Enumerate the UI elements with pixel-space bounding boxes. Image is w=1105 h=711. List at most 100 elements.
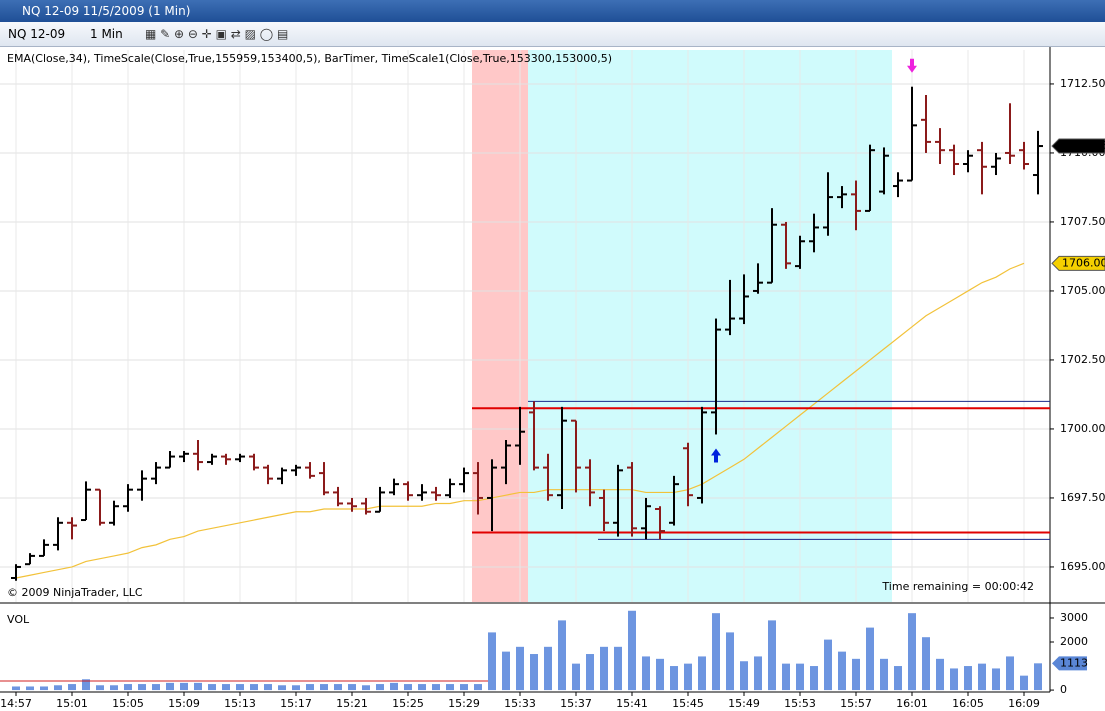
volume-bar — [236, 684, 244, 691]
volume-bar — [950, 668, 958, 691]
price-bar — [291, 464, 301, 476]
price-bar — [165, 451, 175, 469]
volume-bar — [404, 684, 412, 691]
volume-bar — [628, 610, 636, 691]
price-bar — [11, 564, 21, 581]
x-tick-label: 15:05 — [112, 697, 144, 710]
price-bar — [151, 462, 161, 485]
price-bar — [781, 221, 791, 269]
volume-tag — [1052, 656, 1087, 671]
price-bar — [991, 152, 1001, 176]
price-bar — [333, 486, 343, 507]
price-bar — [949, 144, 959, 176]
copyright: © 2009 NinjaTrader, LLC — [7, 586, 143, 599]
x-tick-label: 15:01 — [56, 697, 88, 710]
price-bar — [599, 489, 609, 532]
price-bar — [711, 318, 721, 435]
price-bar — [39, 539, 49, 557]
price-bar — [221, 453, 231, 465]
interval-selector[interactable]: 1 Min — [90, 27, 123, 41]
price-bar — [389, 478, 399, 496]
x-tick-label: 14:57 — [0, 697, 32, 710]
price-bar — [585, 459, 595, 507]
price-bar — [347, 497, 357, 512]
volume-bar — [278, 685, 286, 691]
volume-bar — [488, 632, 496, 691]
instrument-selector[interactable]: NQ 12-09 — [8, 27, 66, 41]
price-bar — [319, 462, 329, 496]
volume-bar — [544, 646, 552, 691]
price-bar — [501, 439, 511, 485]
price-bar — [179, 451, 189, 463]
session-zone — [528, 50, 892, 602]
volume-y-tick-label: 0 — [1060, 683, 1067, 696]
price-bar — [683, 442, 693, 507]
volume-bar — [180, 682, 188, 691]
volume-y-tick-label: 3000 — [1060, 611, 1088, 624]
toolbar-icons[interactable]: ▦ ✎ ⊕ ⊖ ✛ ▣ ⇄ ▨ ◯ ▤ — [145, 27, 289, 41]
price-bar — [109, 500, 119, 526]
volume-bar — [96, 685, 104, 691]
price-bar — [207, 453, 217, 465]
price-bar — [739, 274, 749, 325]
chart: 1695.00 1697.50 1700.00 1702.50 1705.00 1707.… — [0, 47, 1105, 710]
price-bar — [557, 406, 567, 509]
price-bar — [193, 439, 203, 471]
price-bar — [529, 401, 539, 471]
volume-bar — [222, 684, 230, 691]
volume-bar — [1034, 663, 1042, 691]
volume-bar — [124, 684, 132, 691]
volume-bar — [138, 684, 146, 691]
x-tick-label: 15:37 — [560, 697, 592, 710]
price-bar — [767, 208, 777, 284]
volume-label: VOL — [7, 613, 30, 626]
x-tick-label: 15:09 — [168, 697, 200, 710]
volume-y-tick-label: 2000 — [1060, 635, 1088, 648]
x-tick-label: 15:17 — [280, 697, 312, 710]
volume-bar — [740, 661, 748, 691]
price-bar — [697, 406, 707, 504]
price-bar — [375, 486, 385, 513]
price-bar — [487, 459, 497, 532]
y-tick-label: 1700.00 — [1060, 422, 1105, 435]
price-bar — [795, 235, 805, 269]
volume-bar — [768, 620, 776, 691]
y-tick-label: 1705.00 — [1060, 284, 1105, 297]
x-tick-label: 15:57 — [840, 697, 872, 710]
price-bar — [655, 506, 665, 540]
y-tick-label: 1702.50 — [1060, 353, 1105, 366]
volume-bar — [894, 666, 902, 691]
price-bar — [277, 467, 287, 485]
price-bar — [865, 144, 875, 212]
y-tick-label: 1707.50 — [1060, 215, 1105, 228]
price-bar — [613, 464, 623, 537]
volume-bar — [992, 668, 1000, 691]
volume-bar — [334, 684, 342, 691]
volume-bar — [306, 684, 314, 691]
price-tag — [1051, 255, 1105, 271]
volume-bar — [572, 663, 580, 691]
price-bar — [977, 141, 987, 195]
volume-bar — [824, 639, 832, 691]
pre-session-zone — [472, 50, 528, 602]
volume-bar — [264, 684, 272, 691]
volume-bar — [754, 656, 762, 691]
price-bar — [879, 147, 889, 195]
buy-arrow — [711, 448, 721, 463]
x-tick-label: 15:45 — [672, 697, 704, 710]
x-tick-label: 15:49 — [728, 697, 760, 710]
price-bar — [459, 467, 469, 493]
ema-line — [15, 262, 1025, 579]
volume-bar — [852, 658, 860, 691]
volume-bar — [558, 620, 566, 691]
volume-bar — [684, 663, 692, 691]
volume-bar — [460, 684, 468, 691]
price-bar — [361, 497, 371, 515]
price-bar — [53, 517, 63, 551]
volume-bar — [208, 684, 216, 691]
x-tick-label: 15:53 — [784, 697, 816, 710]
volume-bar — [194, 682, 202, 691]
x-tick-label: 15:21 — [336, 697, 368, 710]
x-tick-label: 15:41 — [616, 697, 648, 710]
